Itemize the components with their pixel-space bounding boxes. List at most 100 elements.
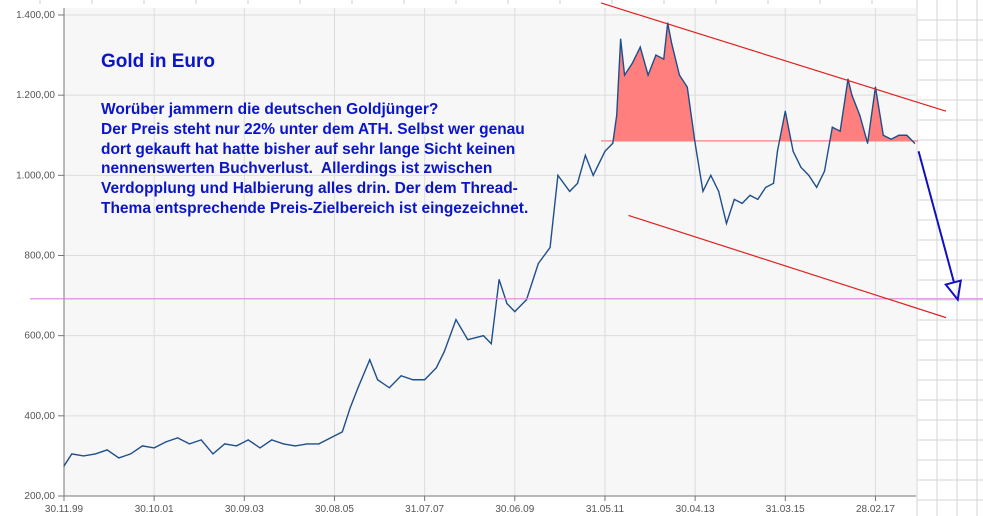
price-point xyxy=(282,443,285,445)
y-tick-label: 200,00 xyxy=(24,491,55,502)
price-point xyxy=(106,449,108,451)
x-tick-label: 31.03.15 xyxy=(766,504,805,515)
price-point xyxy=(616,114,618,116)
price-point xyxy=(639,46,641,48)
annotation-text: Worüber jammern die deutschen Goldjünger… xyxy=(101,100,528,219)
price-point xyxy=(620,38,622,40)
price-point xyxy=(851,94,853,96)
x-tick-label: 30.06.09 xyxy=(495,504,534,515)
x-tick-label: 30.04.13 xyxy=(676,504,715,515)
price-point xyxy=(306,443,308,445)
x-tick-label: 28.02.17 xyxy=(856,504,895,515)
price-point xyxy=(686,86,688,88)
price-point xyxy=(247,439,249,441)
x-tick-label: 30.10.01 xyxy=(135,504,174,515)
x-tick-label: 30.08.05 xyxy=(315,504,354,515)
annotation-line: Thema entsprechende Preis-Zielbereich is… xyxy=(101,199,529,217)
price-point xyxy=(435,367,437,369)
price-point xyxy=(623,74,626,76)
price-point xyxy=(631,62,634,64)
price-point xyxy=(576,182,579,184)
price-point xyxy=(130,453,132,455)
price-point xyxy=(847,78,849,80)
annotation-line: Der Preis steht nur 22% unter dem ATH. S… xyxy=(101,120,525,138)
price-point xyxy=(792,150,794,152)
price-point xyxy=(694,142,696,144)
chart-marks xyxy=(30,2,983,467)
price-point xyxy=(377,379,379,381)
x-tick-label: 30.11.99 xyxy=(45,504,84,515)
y-tick-label: 1.400,00 xyxy=(16,10,55,21)
annotation-line: nennenswerten Buchverlust. Allerdings is… xyxy=(101,160,493,178)
price-point xyxy=(118,457,120,459)
price-point xyxy=(800,166,802,168)
price-point xyxy=(482,335,485,337)
price-point xyxy=(318,443,320,445)
y-tick-label: 800,00 xyxy=(24,251,55,262)
price-point xyxy=(506,303,508,305)
price-point xyxy=(200,439,202,441)
price-point xyxy=(357,387,359,389)
price-point xyxy=(212,453,214,455)
price-point xyxy=(906,134,908,136)
price-point xyxy=(388,387,390,389)
price-point xyxy=(592,174,594,176)
price-point xyxy=(749,194,751,196)
y-tick-label: 600,00 xyxy=(24,331,55,342)
price-point xyxy=(867,142,869,144)
price-point xyxy=(584,154,586,156)
price-point xyxy=(400,375,402,377)
price-point xyxy=(831,126,833,128)
above-reference-fill xyxy=(613,23,913,141)
price-point xyxy=(329,437,332,439)
price-point xyxy=(914,142,916,144)
price-point xyxy=(710,174,712,176)
price-point xyxy=(294,445,296,447)
price-point xyxy=(177,437,179,439)
price-point xyxy=(498,278,500,281)
price-point xyxy=(490,343,492,345)
price-point xyxy=(678,74,681,76)
price-line xyxy=(63,22,916,467)
price-point xyxy=(604,150,606,152)
price-point xyxy=(890,138,892,140)
price-point xyxy=(776,150,779,152)
price-point xyxy=(153,447,155,449)
y-tick-label: 400,00 xyxy=(24,411,55,422)
price-point xyxy=(784,110,786,112)
channel-upper-line xyxy=(600,2,947,112)
price-point xyxy=(569,190,571,192)
price-point xyxy=(224,443,226,445)
price-point xyxy=(882,134,884,136)
price-point xyxy=(165,441,167,443)
annotation-line: Worüber jammern die deutschen Goldjünger… xyxy=(101,101,439,118)
x-tick-label: 31.07.07 xyxy=(405,504,444,515)
price-point xyxy=(671,42,673,44)
price-point xyxy=(839,130,841,132)
price-point xyxy=(271,439,273,441)
price-point xyxy=(647,74,649,76)
annotation-line: dort gekauft hat hatte bisher auf sehr l… xyxy=(101,140,516,158)
arrow-shaft xyxy=(917,151,955,282)
price-point xyxy=(718,190,720,192)
price-point xyxy=(369,359,371,361)
price-point xyxy=(808,174,810,176)
price-point xyxy=(412,379,414,381)
price-point xyxy=(612,142,614,144)
price-point xyxy=(874,86,877,88)
price-point xyxy=(757,198,759,200)
x-tick-label: 30.09.03 xyxy=(225,504,264,515)
price-point xyxy=(537,262,539,265)
price-point xyxy=(63,465,65,467)
annotation-line: Verdopplung und Halbierung alles drin. D… xyxy=(101,180,518,198)
x-tick-label: 31.05.11 xyxy=(586,504,625,515)
arrow-head-icon xyxy=(944,279,962,302)
price-point xyxy=(443,351,445,353)
price-point xyxy=(71,453,73,455)
price-point xyxy=(141,445,143,447)
plot-area xyxy=(64,8,916,496)
price-point xyxy=(94,453,96,455)
price-point xyxy=(341,431,343,433)
price-point xyxy=(823,170,826,172)
